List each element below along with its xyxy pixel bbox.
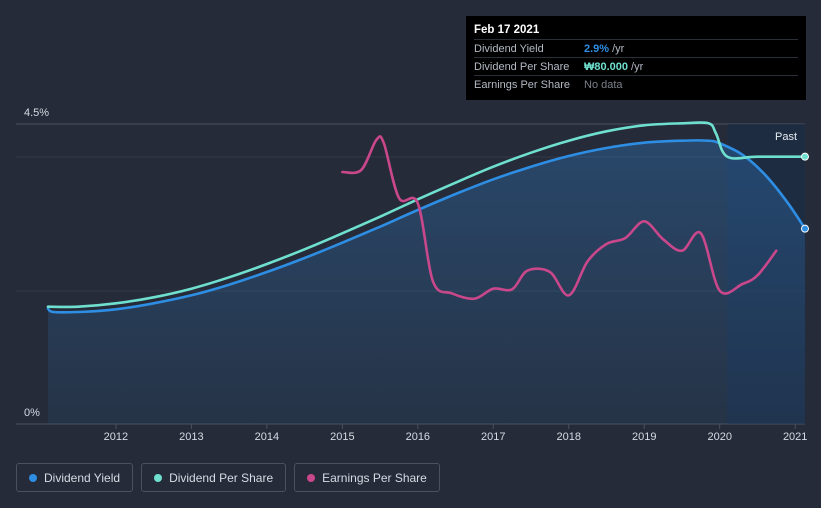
- dividend-yield-end-marker: [801, 224, 809, 233]
- x-tick-label: 2018: [557, 431, 581, 443]
- tooltip-value: 2.9%: [584, 42, 610, 55]
- x-tick-label: 2014: [255, 431, 279, 443]
- tooltip-row-yield: Dividend Yield 2.9% /yr: [474, 39, 798, 57]
- x-tick-label: 2019: [632, 431, 656, 443]
- y-tick-label: 4.5%: [24, 107, 49, 119]
- tooltip-date: Feb 17 2021: [474, 24, 540, 36]
- x-tick-label: 2016: [406, 431, 430, 443]
- hover-tooltip: Feb 17 2021 Dividend Yield 2.9% /yr Divi…: [466, 16, 806, 100]
- tooltip-unit: /yr: [612, 42, 625, 55]
- tooltip-row-eps: Earnings Per Share No data: [474, 75, 798, 93]
- dividend-per-share-line: [46, 121, 807, 309]
- tooltip-value: ₩80.000: [584, 60, 629, 73]
- legend-item-earnings-per-share[interactable]: Earnings Per Share: [294, 463, 440, 492]
- tooltip-label: Dividend Per Share: [474, 60, 570, 73]
- legend-dot: [29, 473, 37, 482]
- y-tick-label: 0%: [24, 407, 40, 419]
- legend-dot: [154, 473, 163, 482]
- x-tick-label: 2021: [783, 431, 807, 443]
- legend-dot: [307, 473, 316, 482]
- legend-label: Earnings Per Share: [322, 470, 427, 485]
- legend-item-dividend-yield[interactable]: Dividend Yield: [16, 463, 134, 492]
- chart-legend: Dividend Yield Dividend Per Share Earnin…: [16, 463, 440, 492]
- tooltip-label: Dividend Yield: [474, 42, 544, 55]
- x-tick-label: 2017: [481, 431, 505, 443]
- x-tick-label: 2020: [707, 431, 731, 443]
- past-label: Past: [775, 131, 797, 143]
- dividend-per-share-end-marker: [801, 152, 809, 161]
- tooltip-value: No data: [584, 78, 623, 91]
- dividend-yield-area: [48, 140, 805, 425]
- legend-label: Dividend Yield: [44, 470, 121, 485]
- x-tick-label: 2012: [104, 431, 128, 443]
- x-tick-label: 2015: [330, 431, 354, 443]
- legend-item-dividend-per-share[interactable]: Dividend Per Share: [141, 463, 287, 492]
- tooltip-unit: /yr: [631, 60, 644, 73]
- tooltip-row-dps: Dividend Per Share ₩80.000 /yr: [474, 57, 798, 75]
- earnings-per-share-line: [341, 135, 778, 301]
- legend-label: Dividend Per Share: [169, 470, 274, 485]
- tooltip-label: Earnings Per Share: [474, 78, 570, 91]
- x-tick-label: 2013: [179, 431, 203, 443]
